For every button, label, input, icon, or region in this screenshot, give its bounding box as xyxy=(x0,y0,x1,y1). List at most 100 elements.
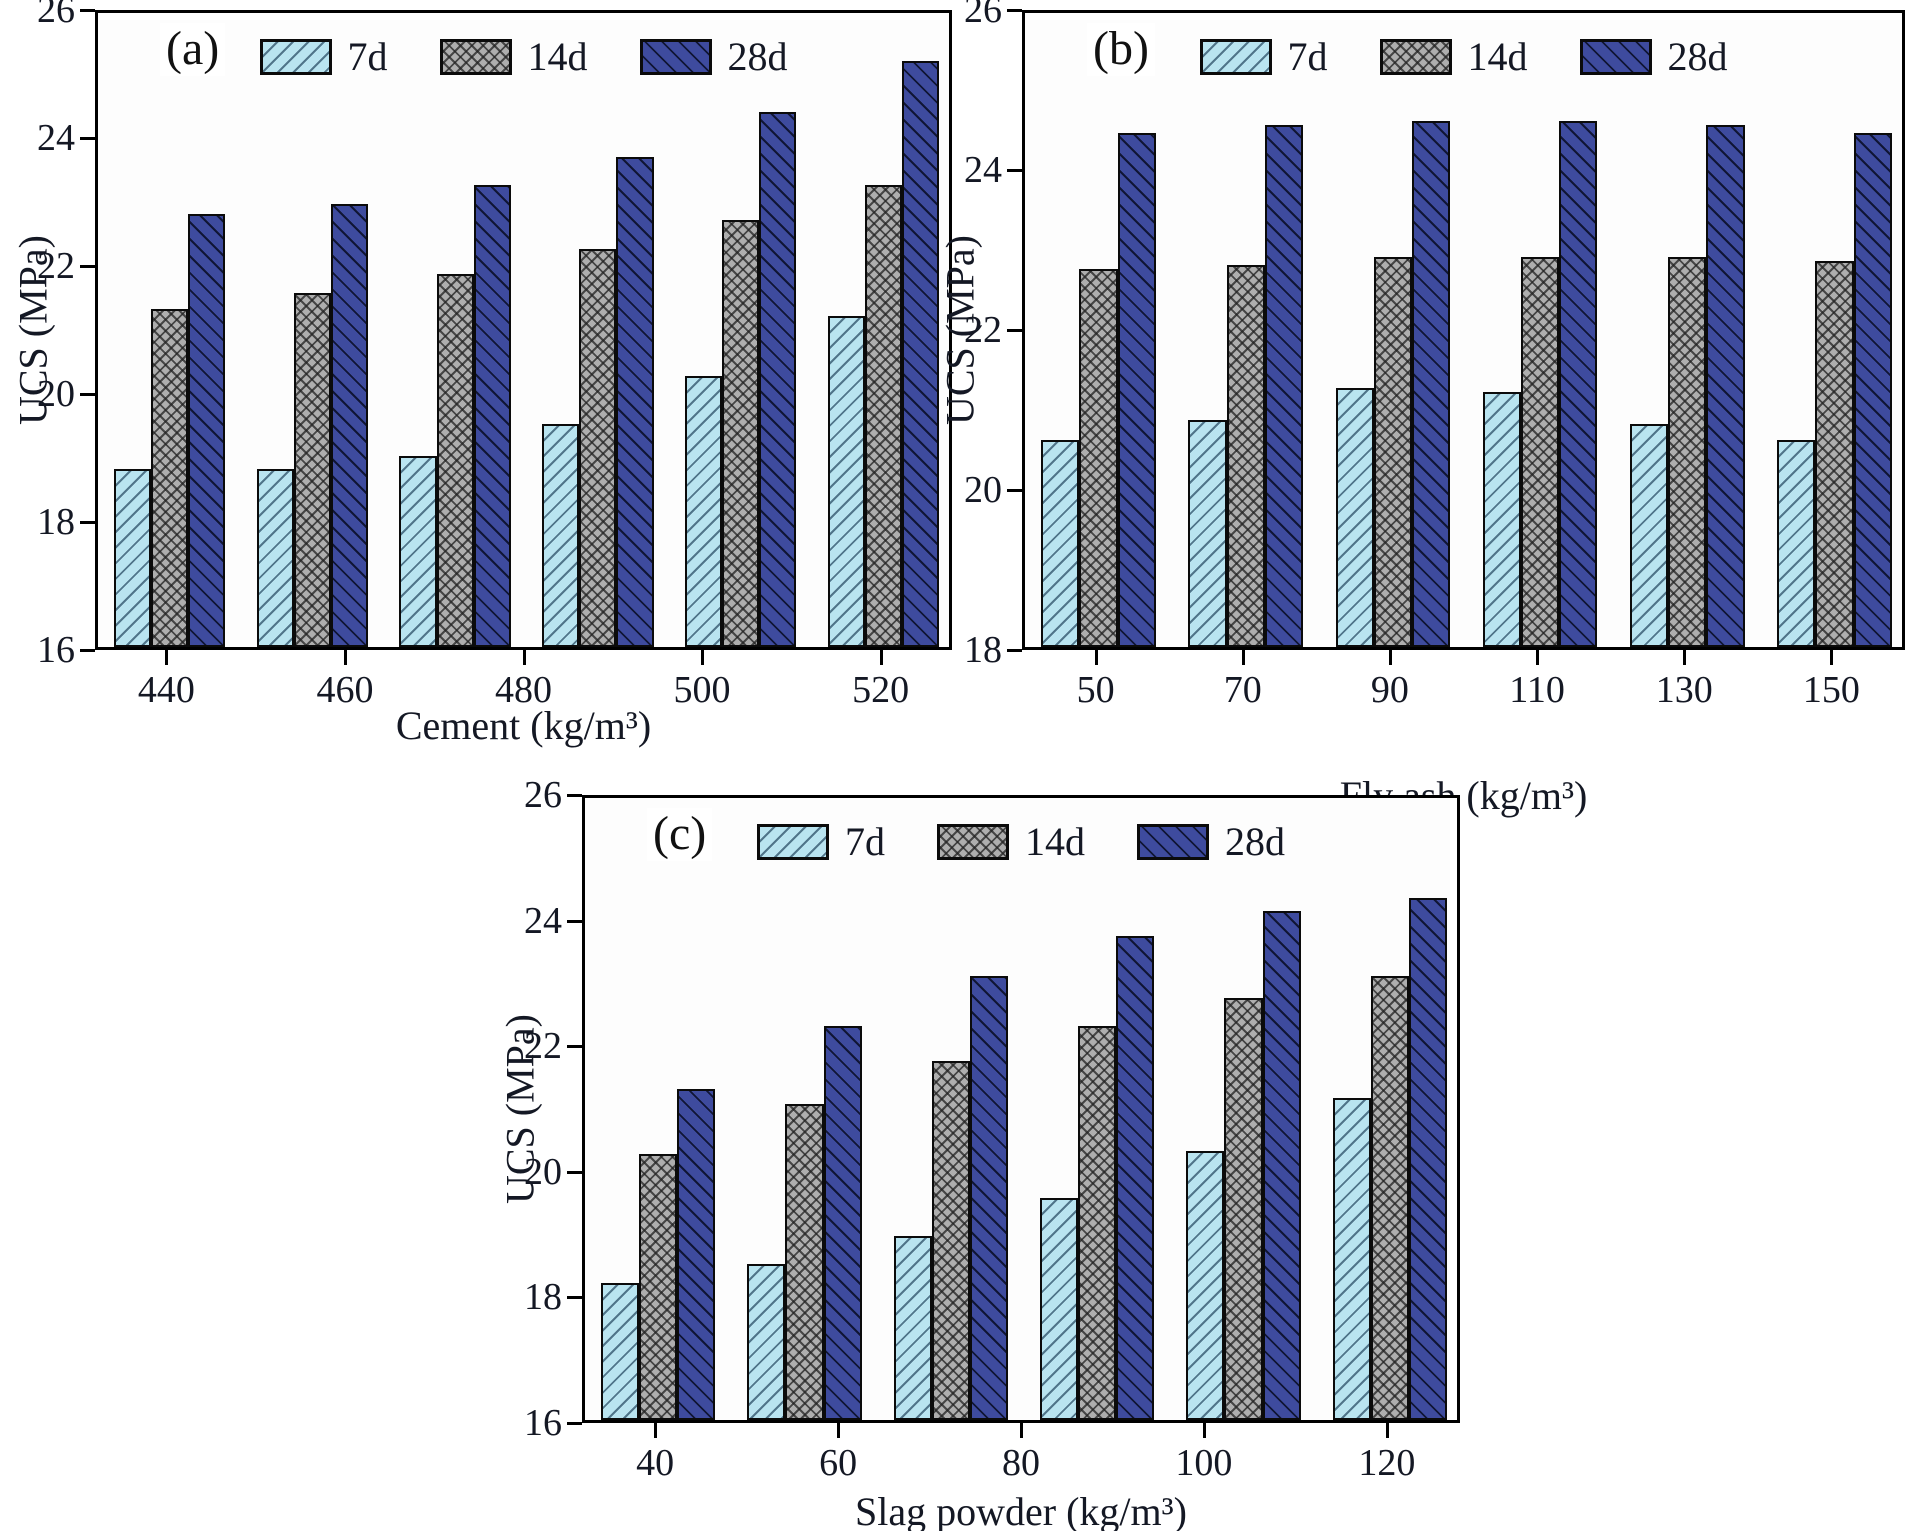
legend: 7d 14d 28d xyxy=(1025,33,1902,80)
panel-letter: (a) xyxy=(160,22,226,76)
y-tick-mark xyxy=(567,1045,582,1049)
bar-14d-group1 xyxy=(639,1154,678,1420)
bar-28d-group2 xyxy=(330,204,368,647)
y-tick-label: 26 xyxy=(37,0,75,31)
x-tick-label: 80 xyxy=(1002,1442,1040,1484)
bar-7d-group2 xyxy=(256,468,294,647)
y-tick-mark xyxy=(80,649,95,652)
x-tick-mark xyxy=(1094,650,1098,665)
bar-28d-group1 xyxy=(677,1088,716,1420)
bar-14d-group4 xyxy=(1520,256,1560,647)
x-tick-label: 520 xyxy=(852,669,910,711)
legend-swatch-icon xyxy=(937,823,1009,860)
legend-item-28d: 28d xyxy=(1137,818,1285,865)
bar-28d-group3 xyxy=(473,185,511,647)
legend-label: 28d xyxy=(1225,819,1285,864)
bar-7d-group3 xyxy=(1335,388,1374,647)
bar-28d-group3 xyxy=(1412,121,1451,647)
bar-28d-group6 xyxy=(902,60,940,647)
x-axis-title: Cement (kg/m³) xyxy=(395,703,652,748)
x-tick-label: 460 xyxy=(316,669,374,711)
bar-28d-group3 xyxy=(969,976,1008,1420)
bar-14d-group6 xyxy=(1370,976,1409,1420)
bar-7d-group4 xyxy=(1040,1198,1079,1420)
x-tick-mark xyxy=(1020,1423,1023,1438)
y-tick-label: 24 xyxy=(37,117,75,159)
bar-14d-group2 xyxy=(293,293,331,647)
legend-swatch-icon xyxy=(757,823,829,860)
legend-swatch-icon xyxy=(1379,38,1452,75)
y-tick-mark xyxy=(80,393,95,396)
legend-label: 7d xyxy=(1287,34,1328,79)
bar-7d-group4 xyxy=(542,424,580,647)
x-tick-label: 90 xyxy=(1370,669,1409,711)
legend-label: 28d xyxy=(1667,34,1728,79)
y-tick-mark xyxy=(567,919,582,923)
x-tick-mark xyxy=(1385,1423,1389,1438)
bar-7d-group5 xyxy=(1186,1151,1225,1420)
x-tick-mark xyxy=(1683,650,1687,665)
bar-7d-group1 xyxy=(601,1282,640,1420)
bar-14d-group1 xyxy=(1079,268,1118,647)
y-tick-label: 20 xyxy=(37,373,75,415)
bar-28d-group6 xyxy=(1853,133,1892,647)
y-tick-mark xyxy=(1007,649,1022,652)
bar-28d-group2 xyxy=(823,1026,862,1420)
legend-label: 14d xyxy=(1467,34,1528,79)
x-tick-label: 500 xyxy=(673,669,731,711)
bar-14d-group5 xyxy=(722,220,760,647)
legend-item-7d: 7d xyxy=(259,33,388,80)
y-tick-label: 22 xyxy=(524,1025,562,1068)
x-tick-label: 50 xyxy=(1076,669,1115,711)
y-tick-mark xyxy=(80,521,95,524)
bar-7d-group6 xyxy=(1332,1098,1371,1420)
x-tick-mark xyxy=(654,1423,658,1438)
y-tick-mark xyxy=(1007,9,1022,12)
bar-28d-group5 xyxy=(1706,125,1745,647)
bar-28d-group4 xyxy=(1116,935,1155,1420)
legend-swatch-icon xyxy=(639,38,712,75)
y-tick-label: 16 xyxy=(37,629,75,671)
legend-label: 14d xyxy=(527,34,588,79)
bar-14d-group4 xyxy=(1078,1026,1117,1420)
bars-layer xyxy=(1025,13,1902,647)
legend-label: 7d xyxy=(845,819,885,864)
x-tick-label: 60 xyxy=(819,1442,858,1484)
y-tick-label: 18 xyxy=(37,501,75,543)
bar-28d-group2 xyxy=(1264,125,1304,647)
panel-letter: (b) xyxy=(1087,22,1155,76)
bar-14d-group3 xyxy=(931,1060,970,1420)
bar-7d-group2 xyxy=(1188,420,1227,647)
plot-area: (c) 7d 14d 28d xyxy=(582,795,1460,1423)
y-tick-label: 24 xyxy=(964,149,1002,191)
legend-label: 14d xyxy=(1025,819,1085,864)
legend-item-14d: 14d xyxy=(937,818,1085,865)
plot-area: (b) 7d 14d 28d xyxy=(1022,10,1905,650)
legend-item-28d: 28d xyxy=(1579,33,1728,80)
plot-area: (a) 7d 14d 28d xyxy=(95,10,952,650)
x-tick-mark xyxy=(879,650,883,665)
legend-item-7d: 7d xyxy=(757,818,885,865)
x-axis-title: Slag powder (kg/m³) xyxy=(855,1489,1187,1531)
legend-swatch-icon xyxy=(1137,823,1209,860)
y-tick-label: 26 xyxy=(524,774,562,816)
x-tick-label: 150 xyxy=(1802,669,1860,711)
y-tick-mark xyxy=(567,1422,582,1425)
bar-14d-group2 xyxy=(785,1104,824,1420)
y-tick-mark xyxy=(567,794,582,797)
x-tick-mark xyxy=(343,650,347,665)
x-tick-label: 40 xyxy=(636,1442,675,1484)
y-tick-mark xyxy=(567,1296,582,1300)
bar-7d-group5 xyxy=(1629,424,1669,647)
bars-layer xyxy=(585,798,1457,1420)
y-tick-mark xyxy=(567,1170,582,1174)
x-tick-mark xyxy=(1241,650,1245,665)
bar-14d-group5 xyxy=(1224,998,1263,1420)
x-tick-mark xyxy=(1202,1423,1206,1438)
bar-14d-group3 xyxy=(436,274,474,647)
bar-14d-group6 xyxy=(865,185,903,647)
x-tick-mark xyxy=(701,650,705,665)
y-tick-label: 26 xyxy=(964,0,1002,31)
x-tick-label: 480 xyxy=(495,669,552,711)
